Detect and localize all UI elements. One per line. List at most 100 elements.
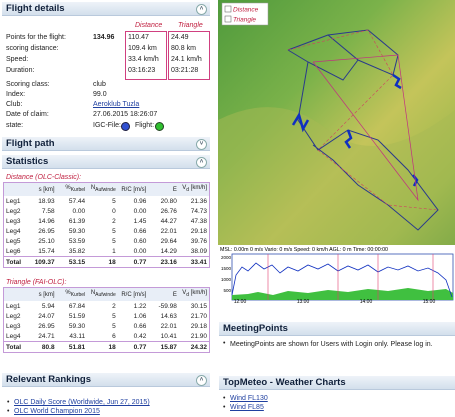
cell: 0.66 bbox=[133, 227, 147, 235]
cell: 21.36 bbox=[190, 197, 207, 205]
weather-link[interactable]: Wind FL85 bbox=[230, 404, 264, 411]
header-sub: Aufwinde bbox=[95, 187, 116, 194]
igc-status[interactable] bbox=[121, 122, 130, 131]
header-cell: s [km] bbox=[26, 287, 57, 301]
cell: 59.30 bbox=[68, 322, 86, 330]
cell: 18.93 bbox=[38, 197, 55, 205]
legend-label: Distance bbox=[233, 7, 259, 14]
cell: 33.41 bbox=[178, 256, 210, 268]
header-sub: Aufwinde bbox=[95, 292, 116, 299]
cell: 26.76 bbox=[160, 207, 177, 215]
cell: 47.38 bbox=[190, 217, 207, 225]
info-label: Index: bbox=[6, 91, 26, 98]
header-text: s [km] bbox=[38, 186, 55, 193]
cell: Leg2 bbox=[6, 207, 21, 215]
cell: 74.73 bbox=[190, 207, 207, 215]
header-text: N bbox=[90, 185, 96, 192]
cell: Leg4 bbox=[6, 332, 21, 340]
section-header[interactable]: TopMeteo - Weather Charts bbox=[219, 376, 455, 390]
section-header[interactable]: Flight path ˅ bbox=[2, 137, 210, 151]
cell: 0.42 bbox=[133, 332, 147, 340]
data-row: Leg2 24.07 51.59 5 1.06 14.63 21.70 bbox=[4, 311, 210, 321]
info-label: Date of claim: bbox=[6, 111, 49, 118]
ranking-link[interactable]: OLC Daily Score (Worldwide, Jun 27, 2015… bbox=[14, 399, 150, 406]
header-cell: %Kurbel bbox=[56, 182, 88, 196]
header-cell: s [km] bbox=[26, 182, 57, 196]
section-header[interactable]: MeetingPoints bbox=[219, 322, 455, 336]
cell: 23.16 bbox=[148, 256, 179, 268]
cell: 24.07 bbox=[38, 312, 55, 320]
section-header[interactable]: Relevant Rankings ˄ bbox=[2, 373, 210, 387]
data-row: Leg5 25.10 53.59 5 0.60 29.64 39.76 bbox=[4, 236, 210, 246]
section-title: Flight details bbox=[6, 3, 65, 14]
collapse-button[interactable]: ˄ bbox=[196, 4, 207, 15]
header-sub: d bbox=[186, 292, 189, 299]
weather-link[interactable]: Wind FL130 bbox=[230, 395, 268, 402]
cell: 67.84 bbox=[68, 302, 86, 310]
info-label: Club: bbox=[6, 101, 23, 108]
distance-value: 33.4 km/h bbox=[128, 56, 159, 63]
cell: 5 bbox=[112, 312, 116, 320]
distance-value: 109.4 km bbox=[128, 45, 157, 52]
cell: 0.96 bbox=[133, 197, 147, 205]
legend-checkbox[interactable] bbox=[224, 15, 232, 23]
cell: 22.01 bbox=[160, 227, 177, 235]
flight-label: Flight: bbox=[135, 122, 155, 129]
section-header[interactable]: Statistics ˄ bbox=[2, 155, 210, 169]
cell: 0.66 bbox=[133, 322, 147, 330]
header-cell: R/C [m/s] bbox=[117, 182, 149, 196]
header-text: V bbox=[182, 185, 187, 192]
thermals bbox=[291, 73, 419, 187]
cell: 15.74 bbox=[38, 247, 55, 255]
cell: 51.59 bbox=[68, 312, 86, 320]
cell: 38.09 bbox=[190, 247, 207, 255]
altitude-line bbox=[231, 262, 453, 298]
header-sub: Kurbel bbox=[70, 187, 86, 194]
cell: 5 bbox=[112, 227, 116, 235]
x-label: 15:00 bbox=[423, 299, 436, 303]
cell: 26.95 bbox=[38, 322, 55, 330]
cell: 1.45 bbox=[133, 217, 147, 225]
legend-checkbox[interactable] bbox=[224, 5, 232, 13]
section-header[interactable]: Flight details ˄ bbox=[2, 2, 210, 16]
map-legend bbox=[221, 2, 269, 26]
cell: 18 bbox=[87, 256, 118, 268]
cell: 53.59 bbox=[68, 237, 86, 245]
cell: -59.98 bbox=[158, 302, 177, 310]
cell: 39.76 bbox=[190, 237, 207, 245]
section-title: TopMeteo - Weather Charts bbox=[223, 377, 346, 388]
ranking-link[interactable]: OLC World Champion 2015 bbox=[14, 408, 100, 415]
collapse-button[interactable]: ˄ bbox=[196, 157, 207, 168]
cell: 6 bbox=[112, 332, 116, 340]
triangle-route bbox=[312, 54, 419, 202]
triangle-value: 80.8 km bbox=[171, 45, 196, 52]
cell: 30.15 bbox=[190, 302, 207, 310]
header-cell: %Kurbel bbox=[56, 287, 88, 301]
bullet: • bbox=[7, 399, 10, 406]
bullet: • bbox=[7, 408, 10, 415]
data-row: Leg1 5.94 67.84 2 1.22 -59.98 30.15 bbox=[4, 301, 210, 311]
collapse-button[interactable]: ˄ bbox=[196, 375, 207, 386]
header-text: % bbox=[65, 185, 71, 192]
flight-status[interactable] bbox=[155, 122, 164, 131]
cell: 61.39 bbox=[68, 217, 86, 225]
cell: 21.90 bbox=[190, 332, 207, 340]
cell: 26.95 bbox=[38, 227, 55, 235]
triangle-value: 24.49 bbox=[171, 34, 189, 41]
cell: 24.32 bbox=[178, 341, 210, 353]
info-value: club bbox=[93, 81, 106, 88]
collapse-button[interactable]: ˅ bbox=[196, 139, 207, 150]
flight-map[interactable]: Distance Triangle bbox=[218, 0, 455, 245]
cell: Leg6 bbox=[6, 247, 21, 255]
cell: 0.77 bbox=[117, 256, 149, 268]
data-row: Leg3 26.95 59.30 5 0.66 22.01 29.18 bbox=[4, 321, 210, 331]
cell: 0 bbox=[112, 207, 116, 215]
cell: 15.87 bbox=[148, 341, 179, 353]
header-text: E bbox=[172, 186, 177, 193]
header-text: s [km] bbox=[38, 291, 55, 298]
barogram-info: MSL: 0.00m 0 m/s Vario: 0 m/s Speed: 0 k… bbox=[220, 247, 388, 253]
info-value: Aeroklub Tuzla bbox=[93, 101, 140, 108]
cell: 1.22 bbox=[133, 302, 147, 310]
row-label: Duration: bbox=[6, 67, 35, 74]
cell: 51.81 bbox=[56, 341, 88, 353]
